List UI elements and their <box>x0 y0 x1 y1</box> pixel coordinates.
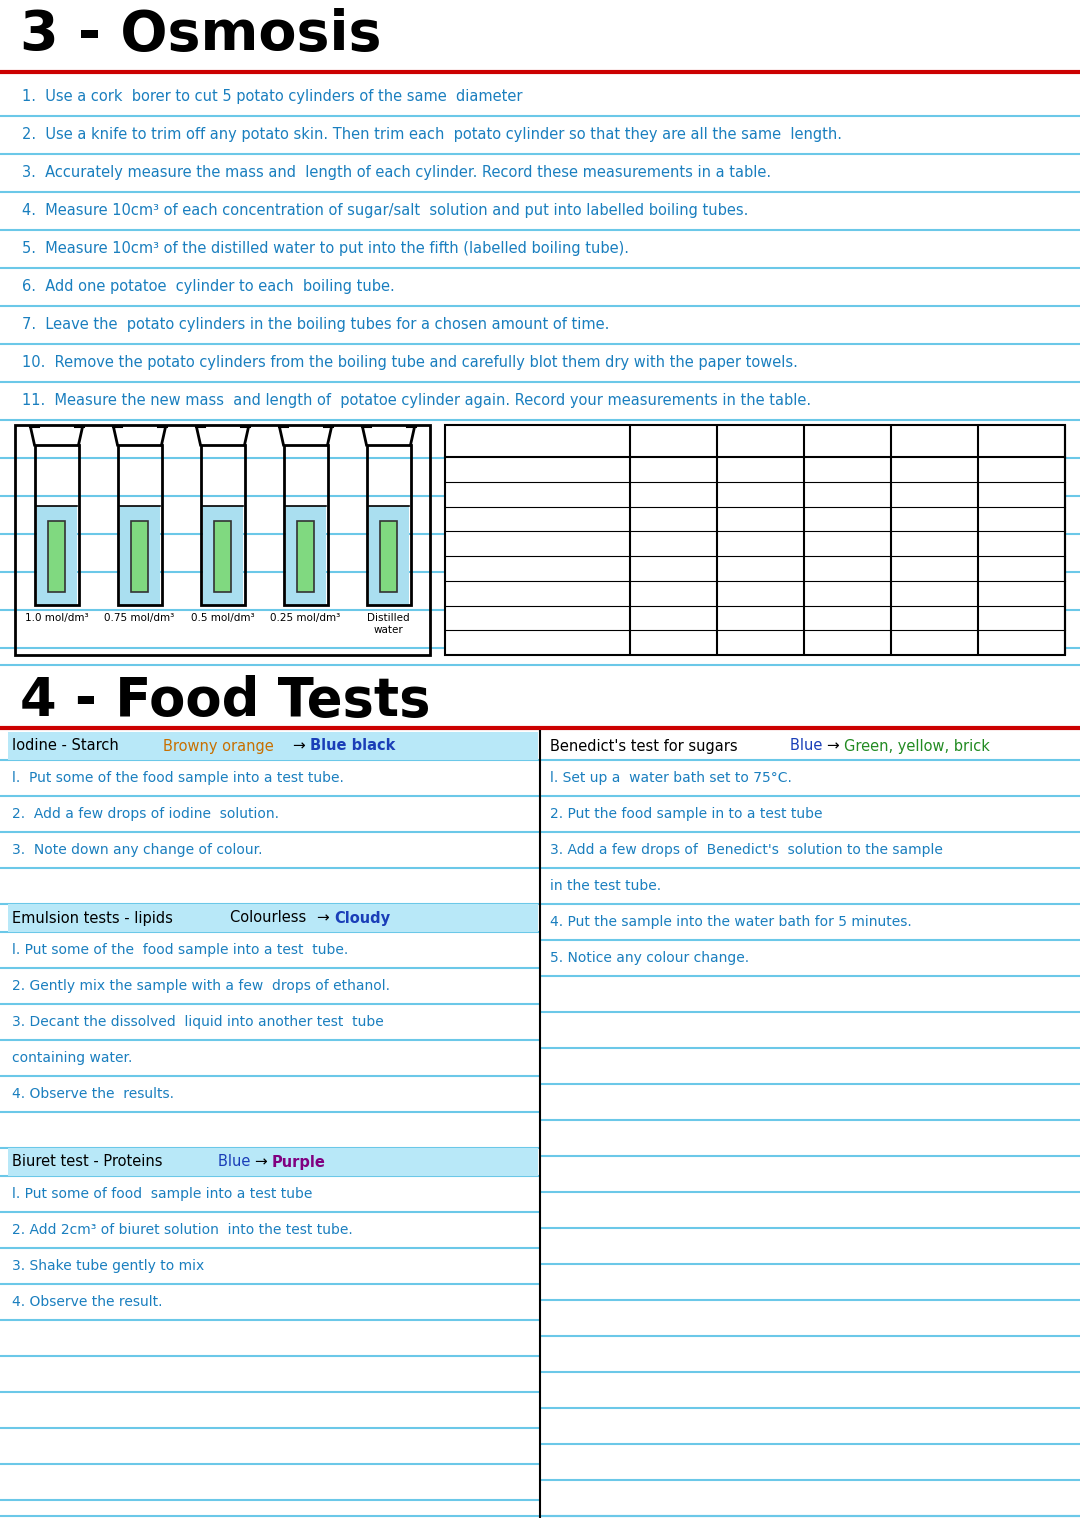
Bar <box>8 1148 538 1176</box>
Bar <box>445 425 1065 654</box>
Text: 0.25 mol/dm³: 0.25 mol/dm³ <box>270 613 340 622</box>
Bar <box>8 732 538 761</box>
Text: Green, yellow, brick: Green, yellow, brick <box>843 738 990 753</box>
Bar <box>368 505 408 606</box>
Text: Colourless: Colourless <box>230 911 311 926</box>
Text: Change in mass (g): Change in mass (g) <box>450 513 572 525</box>
Text: 5.  Measure 10cm³ of the distilled water to put into the fifth (labelled boiling: 5. Measure 10cm³ of the distilled water … <box>22 241 629 257</box>
Text: →: → <box>826 738 839 753</box>
Text: Change in length (cm): Change in length (cm) <box>450 612 590 624</box>
Text: 11.  Measure the new mass  and length of  potatoe cylinder again. Record your me: 11. Measure the new mass and length of p… <box>22 393 811 408</box>
Text: 4 - Food Tests: 4 - Food Tests <box>21 676 431 727</box>
Bar <box>37 505 77 606</box>
Text: 2.  Add a few drops of iodine  solution.: 2. Add a few drops of iodine solution. <box>12 808 279 821</box>
Text: 0.5 mol/dm³: 0.5 mol/dm³ <box>191 613 254 622</box>
Text: Initial mass (g): Initial mass (g) <box>450 463 543 475</box>
Text: Blue: Blue <box>789 738 827 753</box>
Bar <box>201 445 244 606</box>
Bar <box>15 425 430 654</box>
Text: 1.0 mol/dm³: 1.0 mol/dm³ <box>25 613 89 622</box>
Text: 10.  Remove the potato cylinders from the boiling tube and carefully blot them d: 10. Remove the potato cylinders from the… <box>22 355 798 370</box>
Bar <box>366 445 410 606</box>
Text: 1.  Use a cork  borer to cut 5 potato cylinders of the same  diameter: 1. Use a cork borer to cut 5 potato cyli… <box>22 90 523 105</box>
Text: 4. Observe the  results.: 4. Observe the results. <box>12 1087 174 1101</box>
Text: l. Put some of the  food sample into a test  tube.: l. Put some of the food sample into a te… <box>12 943 348 956</box>
Text: Initial length (cm): Initial length (cm) <box>450 562 562 575</box>
Text: Blue: Blue <box>218 1155 255 1169</box>
Text: 3. Decant the dissolved  liquid into another test  tube: 3. Decant the dissolved liquid into anot… <box>12 1016 383 1029</box>
Text: Iodine - Starch: Iodine - Starch <box>12 738 119 753</box>
Text: l.  Put some of the food sample into a test tube.: l. Put some of the food sample into a te… <box>12 771 343 785</box>
Text: Emulsion tests - lipids: Emulsion tests - lipids <box>12 911 173 926</box>
Text: 2. Add 2cm³ of biuret solution  into the test tube.: 2. Add 2cm³ of biuret solution into the … <box>12 1224 353 1237</box>
Bar <box>120 505 160 606</box>
Text: 0.75 mol/dm³: 0.75 mol/dm³ <box>105 613 175 622</box>
Text: →: → <box>292 738 305 753</box>
Text: 2. Put the food sample in to a test tube: 2. Put the food sample in to a test tube <box>550 808 823 821</box>
Bar <box>203 505 243 606</box>
Bar <box>8 905 538 932</box>
Text: Distilled
water: Distilled water <box>367 613 409 635</box>
Bar <box>285 505 325 606</box>
Text: % change in mass (g): % change in mass (g) <box>450 537 586 550</box>
Bar <box>214 521 231 592</box>
Bar <box>297 521 314 592</box>
Text: 4.  Measure 10cm³ of each concentration of sugar/salt  solution and put into lab: 4. Measure 10cm³ of each concentration o… <box>22 203 748 219</box>
Text: Benedict's test for sugars: Benedict's test for sugars <box>550 738 738 753</box>
Text: Final length (cm): Final length (cm) <box>450 586 555 600</box>
Text: →: → <box>254 1155 267 1169</box>
Text: 3. Add a few drops of  Benedict's  solution to the sample: 3. Add a few drops of Benedict's solutio… <box>550 842 943 858</box>
Bar <box>49 521 65 592</box>
Text: 1: 1 <box>667 433 679 449</box>
Text: 3. Shake tube gently to mix: 3. Shake tube gently to mix <box>12 1258 204 1274</box>
Text: 2.  Use a knife to trim off any potato skin. Then trim each  potato cylinder so : 2. Use a knife to trim off any potato sk… <box>22 128 842 143</box>
Text: 5. Notice any colour change.: 5. Notice any colour change. <box>550 950 750 965</box>
Text: 4. Put the sample into the water bath for 5 minutes.: 4. Put the sample into the water bath fo… <box>550 915 912 929</box>
Text: l. Set up a  water bath set to 75°C.: l. Set up a water bath set to 75°C. <box>550 771 792 785</box>
Text: containing water.: containing water. <box>12 1050 133 1066</box>
Text: 6.  Add one potatoe  cylinder to each  boiling tube.: 6. Add one potatoe cylinder to each boil… <box>22 279 395 294</box>
Bar <box>35 445 79 606</box>
Bar <box>380 521 396 592</box>
Text: in the test tube.: in the test tube. <box>550 879 661 893</box>
Text: Cloudy: Cloudy <box>334 911 390 926</box>
Text: 2: 2 <box>755 433 766 449</box>
Text: →: → <box>316 911 328 926</box>
Text: Final mass (g): Final mass (g) <box>450 487 538 501</box>
Text: Biuret test - Proteins: Biuret test - Proteins <box>12 1155 162 1169</box>
Text: 3: 3 <box>841 433 853 449</box>
Text: 3 - Osmosis: 3 - Osmosis <box>21 8 381 62</box>
Text: 7.  Leave the  potato cylinders in the boiling tubes for a chosen amount of time: 7. Leave the potato cylinders in the boi… <box>22 317 609 332</box>
Text: 3.  Accurately measure the mass and  length of each cylinder. Record these measu: 3. Accurately measure the mass and lengt… <box>22 165 771 181</box>
Bar <box>283 445 327 606</box>
Text: Browny orange: Browny orange <box>163 738 279 753</box>
Text: 5: 5 <box>1016 433 1027 449</box>
Text: Blue black: Blue black <box>310 738 395 753</box>
Bar <box>131 521 148 592</box>
Text: 3.  Note down any change of colour.: 3. Note down any change of colour. <box>12 842 262 858</box>
Text: l. Put some of food  sample into a test tube: l. Put some of food sample into a test t… <box>12 1187 312 1201</box>
Text: 2. Gently mix the sample with a few  drops of ethanol.: 2. Gently mix the sample with a few drop… <box>12 979 390 993</box>
Text: 4. Observe the result.: 4. Observe the result. <box>12 1295 162 1309</box>
Text: Purple: Purple <box>272 1155 326 1169</box>
Text: % change in length (cm): % change in length (cm) <box>450 636 605 650</box>
Text: 4: 4 <box>929 433 941 449</box>
Bar <box>118 445 162 606</box>
